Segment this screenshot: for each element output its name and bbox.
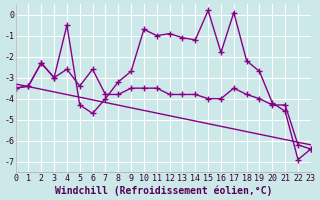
X-axis label: Windchill (Refroidissement éolien,°C): Windchill (Refroidissement éolien,°C): [54, 185, 272, 196]
